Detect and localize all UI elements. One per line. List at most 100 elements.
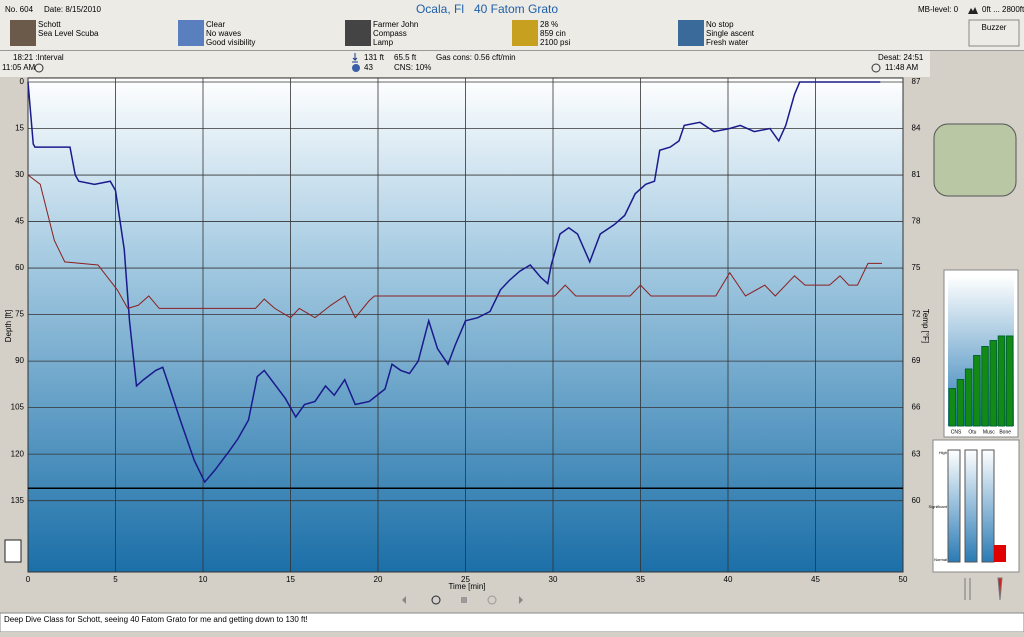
tissue-chart: CNS Otu Musc Bone: [948, 335, 1014, 435]
avg-depth: 65.5 ft: [394, 53, 417, 62]
x-tick-label: 10: [199, 575, 208, 584]
ascent-bars: High Significant Normal: [929, 449, 1006, 563]
tissue-bar: [1005, 335, 1014, 427]
tissue-label: Bone: [999, 429, 1011, 435]
altitude-icon: [968, 7, 978, 14]
ascent-level: [994, 545, 1006, 562]
x-tick-label: 30: [549, 575, 558, 584]
info-text: Schott: [38, 20, 61, 29]
y2-tick-label: 63: [912, 449, 921, 458]
info-text: 28 %: [540, 20, 558, 29]
info-text: No waves: [206, 29, 241, 38]
x-tick-label: 50: [899, 575, 908, 584]
info-icon: [512, 20, 538, 46]
y2-tick-label: 60: [912, 496, 921, 505]
y-tick-label: 90: [15, 356, 24, 365]
dive-number: No. 604: [5, 5, 34, 14]
y2-tick-label: 87: [912, 77, 921, 86]
info-icon: [178, 20, 204, 46]
tissue-bar: [964, 368, 973, 427]
tissue-bar: [948, 388, 956, 427]
y2-tick-label: 69: [912, 356, 921, 365]
series-line: [27, 174, 882, 319]
info-icon: [10, 20, 36, 46]
x-tick-label: 40: [724, 575, 733, 584]
y2-axis-title: Temp [°F]: [921, 309, 930, 343]
tissue-label: CNS: [951, 429, 962, 435]
cns: CNS: 10%: [394, 63, 431, 72]
mb-level: MB-level: 0: [918, 5, 959, 14]
gas-consumption: Gas cons: 0.56 cft/min: [436, 53, 516, 62]
interval: 18:21 :Interval: [13, 53, 64, 62]
info-text: Compass: [373, 29, 407, 38]
zoom-in[interactable]: [431, 595, 441, 605]
tissue-label: Otu: [968, 429, 976, 435]
ascent-bar: [947, 449, 961, 563]
info-text: Sea Level Scuba: [38, 29, 99, 38]
dive-date: Date: 8/15/2010: [44, 5, 101, 14]
ascent-bar: [981, 449, 995, 563]
info-text: Good visibility: [206, 38, 255, 47]
buzzer-label: Buzzer: [982, 23, 1007, 32]
y-tick-label: 120: [11, 449, 25, 458]
tissue-bar: [981, 346, 989, 427]
y-axis-title: Depth [ft]: [4, 310, 13, 342]
zoom-out[interactable]: [487, 595, 497, 605]
x-tick-label: 15: [286, 575, 295, 584]
info-text: Lamp: [373, 38, 394, 47]
dive-title: Ocala, Fl 40 Fatom Grato: [416, 2, 558, 16]
dive-computer: [933, 123, 1017, 197]
x-axis-title: Time [min]: [448, 582, 485, 591]
tissue-label: Musc: [983, 429, 995, 435]
stats-bg: [0, 51, 930, 77]
tissue-bar: [989, 340, 997, 427]
note: Deep Dive Class for Schott, seeing 40 Fa…: [4, 615, 308, 624]
info-text: Clear: [206, 20, 225, 29]
y-tick-label: 105: [11, 403, 25, 412]
y2-tick-label: 81: [912, 170, 921, 179]
y-tick-label: 15: [15, 124, 24, 133]
y2-tick-label: 78: [912, 217, 921, 226]
tissue-bar: [997, 335, 1006, 427]
info-icon: [678, 20, 704, 46]
duration: 43: [364, 63, 373, 72]
stop-button[interactable]: [461, 597, 467, 603]
status-icons: [964, 577, 1003, 601]
y2-tick-label: 72: [912, 310, 921, 319]
end-time: 11:48 AM: [885, 63, 919, 72]
y2-tick-label: 66: [912, 403, 921, 412]
tissue-bar: [956, 379, 965, 427]
y-tick-label: 45: [15, 217, 24, 226]
y2-tick-label: 84: [912, 124, 921, 133]
y2-tick-label: 75: [912, 263, 921, 272]
info-text: 859 cin: [540, 29, 566, 38]
x-tick-label: 25: [461, 575, 470, 584]
clock-icon: [34, 63, 44, 73]
max-depth: 131 ft: [364, 53, 385, 62]
depth-icon: [352, 53, 358, 63]
start-time: 11:05 AM: [2, 63, 36, 72]
y-tick-label: 60: [15, 263, 24, 272]
duration-icon: [352, 64, 360, 72]
tissue-bar: [973, 355, 981, 427]
info-text: Farmer John: [373, 20, 418, 29]
buzzer-button[interactable]: [968, 19, 1020, 47]
x-tick-label: 20: [374, 575, 383, 584]
clock-icon: [871, 63, 881, 73]
info-text: Fresh water: [706, 38, 749, 47]
info-icon: [345, 20, 371, 46]
y-tick-label: 0: [20, 77, 25, 86]
x-tick-label: 35: [636, 575, 645, 584]
x-tick-label: 45: [811, 575, 820, 584]
y-tick-label: 75: [15, 310, 24, 319]
altitude: 0ft ... 2800ft: [982, 5, 1024, 14]
ascent-label: Normal: [934, 557, 947, 562]
ascent-label: High: [939, 450, 947, 455]
home-icon[interactable]: [4, 539, 22, 563]
info-text: Single ascent: [706, 29, 755, 38]
y-tick-label: 30: [15, 170, 24, 179]
